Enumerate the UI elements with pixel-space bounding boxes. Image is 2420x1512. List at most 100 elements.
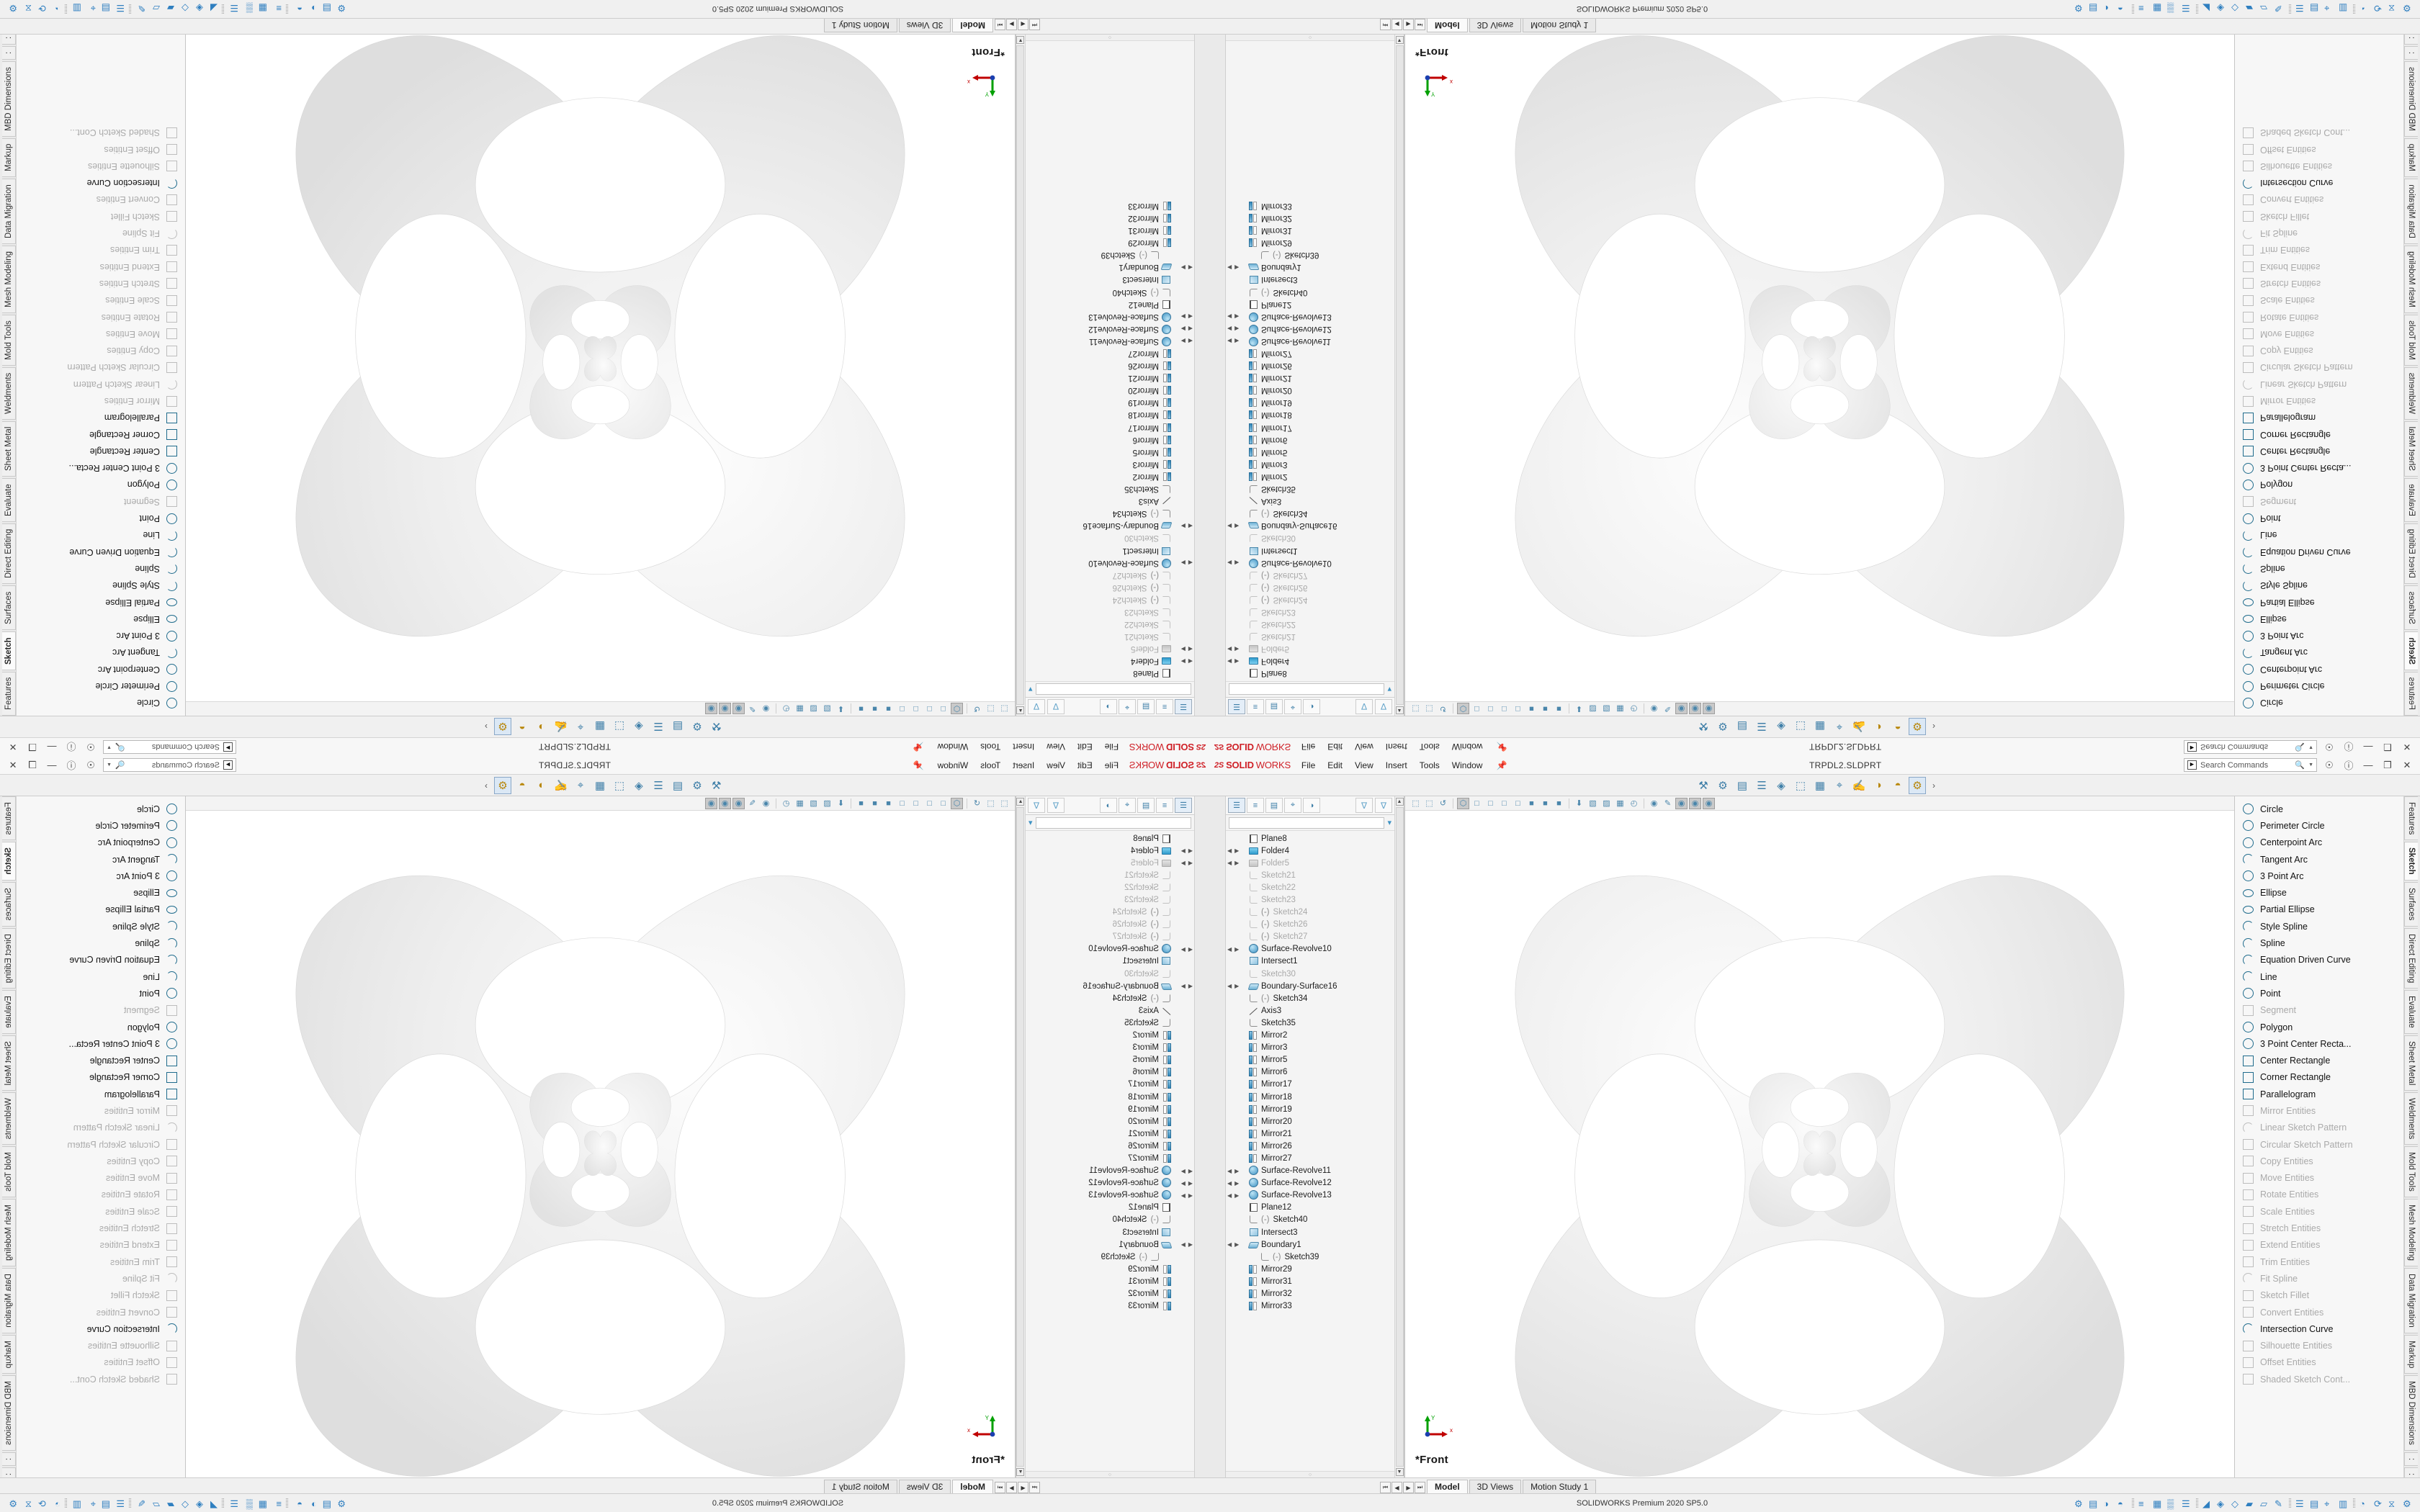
hide-show-2-icon[interactable]: ◉ <box>719 797 731 809</box>
filter-funnel-icon[interactable]: ▾ <box>1387 685 1392 693</box>
tree-item[interactable]: Sketch22 <box>1226 618 1394 631</box>
tree-item[interactable]: ◀ ▶ Surface-Revolve11 <box>1026 335 1194 347</box>
tree-item[interactable]: Mirror27 <box>1226 1152 1394 1164</box>
sketch-tool-item[interactable]: Offset Entities <box>2235 141 2403 158</box>
search-icon[interactable]: 🔍 <box>2295 742 2305 751</box>
sketch-tool-item[interactable]: 3 Point Center Recta... <box>17 1035 185 1052</box>
tree-item[interactable]: ◀ ▶ Boundary1 <box>1226 261 1394 274</box>
scrollbar-thumb[interactable] <box>1395 45 1404 705</box>
options-gear-icon[interactable]: ⚙ <box>1909 718 1926 736</box>
search-input[interactable]: ▶ Search Commands 🔍 ▼ <box>2184 740 2317 754</box>
sketch-tool-item[interactable]: Tangent Arc <box>2235 851 2403 868</box>
options-gear-icon[interactable]: ⚙ <box>494 776 511 794</box>
hide-show-1-icon[interactable]: ◉ <box>1675 703 1688 715</box>
search-input[interactable]: ▶ Search Commands 🔍 ▼ <box>2184 758 2317 772</box>
measure-icon[interactable]: ⌖ <box>90 3 96 14</box>
back-view-icon[interactable]: □ <box>927 704 932 714</box>
hide-show-2-icon[interactable]: ◉ <box>1689 797 1701 809</box>
angle-icon[interactable]: ◢ <box>210 3 218 14</box>
tree-expand-arrows[interactable]: ◀ ▶ <box>1227 945 1240 953</box>
tree-item[interactable]: (-) Sketch40 <box>1226 1214 1394 1226</box>
sketch-tool-item[interactable]: Circular Sketch Pattern <box>2235 359 2403 376</box>
new-document-icon[interactable]: ⚒ <box>1698 779 1708 792</box>
command-tab-markup[interactable]: Markup <box>2 1334 16 1374</box>
hide-show-3-icon[interactable]: ◉ <box>1703 703 1715 715</box>
shaded-icon[interactable]: ■ <box>872 704 877 714</box>
hide-show-items-icon[interactable]: ◉ <box>762 704 770 713</box>
last-icon[interactable]: ⏭ <box>1415 19 1425 30</box>
hide-show-2-icon[interactable]: ◉ <box>1689 703 1701 715</box>
command-tab-sheet-metal[interactable]: Sheet Metal <box>2 1035 16 1092</box>
command-tab--[interactable]: : <box>2404 1452 2418 1467</box>
appearance-icon[interactable]: ◓ <box>1894 721 1901 733</box>
tree-item[interactable]: Mirror27 <box>1026 1152 1194 1164</box>
tree-item[interactable]: Mirror26 <box>1226 1140 1394 1152</box>
tree-item[interactable]: Intersect1 <box>1226 544 1394 557</box>
appearance-1-icon[interactable]: ◈ <box>196 1498 203 1509</box>
tree-item[interactable]: Mirror27 <box>1226 347 1394 359</box>
sketch-tool-item[interactable]: Tangent Arc <box>17 644 185 661</box>
sketch-tool-item[interactable]: 3 Point Arc <box>2235 628 2403 644</box>
sketch-tool-item[interactable]: Offset Entities <box>17 1354 185 1371</box>
units-icon[interactable]: ▥ <box>72 3 81 14</box>
select-icon[interactable]: ⌖ <box>577 779 584 791</box>
section-view-icon[interactable]: ◑ <box>1875 721 1882 733</box>
model-canvas[interactable]: x Y *Front <box>186 811 1015 1477</box>
user-account-icon[interactable]: ☉ <box>86 742 95 753</box>
view-settings-icon[interactable]: ◴ <box>782 799 790 808</box>
sketch-tool-item[interactable]: Spline <box>2235 560 2403 577</box>
print-icon[interactable]: ☰ <box>653 779 663 792</box>
top-view-icon[interactable]: ■ <box>886 798 891 808</box>
property-manager-tab[interactable]: ≡ <box>1156 798 1173 813</box>
tree-item[interactable]: Mirror32 <box>1026 1287 1194 1300</box>
face-2-icon[interactable]: ▱ <box>153 3 160 14</box>
sketch-tool-item[interactable]: Fit Spline <box>17 1270 185 1287</box>
unit-system-icon[interactable]: ≡ <box>2138 1498 2144 1509</box>
section-view-icon[interactable]: ▧ <box>1589 799 1597 808</box>
display-style-icon[interactable]: ▨ <box>810 799 817 808</box>
sketch-tool-item[interactable]: Move Entities <box>2235 1170 2403 1187</box>
tree-item[interactable]: (-) Sketch39 <box>1026 249 1194 261</box>
sketch-tool-item[interactable]: Shaded Sketch Cont... <box>17 1371 185 1387</box>
sketch-tool-item[interactable]: Circle <box>17 801 185 817</box>
tree-expand-arrows[interactable]: ◀ ▶ <box>1180 983 1193 990</box>
shaded-icon[interactable]: ■ <box>1543 798 1548 808</box>
sketch-tool-item[interactable]: Style Spline <box>2235 577 2403 594</box>
save-status-icon[interactable]: ◔ <box>55 3 60 14</box>
options-gear-icon[interactable]: ⚙ <box>1909 776 1926 794</box>
command-tab-data-migration[interactable]: Data Migration <box>2 1268 16 1333</box>
configuration-tab[interactable]: ▤ <box>1265 798 1283 813</box>
tree-item[interactable]: Sketch23 <box>1026 894 1194 906</box>
rebuild-icon[interactable]: ▦ <box>594 720 606 733</box>
appearance-icon[interactable]: ◓ <box>519 721 526 733</box>
tree-item[interactable]: Sketch35 <box>1026 483 1194 495</box>
help-question-icon[interactable]: ⓘ <box>2344 741 2354 752</box>
command-tab-sketch[interactable]: Sketch <box>2 842 16 881</box>
tree-item[interactable]: (-) Sketch39 <box>1226 249 1394 261</box>
history-icon[interactable]: ⧖ <box>24 3 32 14</box>
back-view-icon[interactable]: □ <box>1488 704 1493 714</box>
tree-item[interactable]: ◀ ▶ Boundary1 <box>1226 1238 1394 1251</box>
isometric-view-icon[interactable]: ⬡ <box>951 797 963 809</box>
sketch-tool-item[interactable]: Tangent Arc <box>2235 644 2403 661</box>
appearance-2-icon[interactable]: ◇ <box>182 1498 189 1509</box>
view-settings-icon[interactable]: ◴ <box>1630 704 1638 713</box>
tree-item[interactable]: Mirror21 <box>1226 1128 1394 1140</box>
measure-icon[interactable]: ⌖ <box>90 1498 96 1509</box>
sketch-tool-item[interactable]: Shaded Sketch Cont... <box>17 125 185 141</box>
menu-view[interactable]: View <box>1047 742 1066 752</box>
display-manager-tab[interactable]: ◑ <box>1100 798 1117 813</box>
edit-appearance-icon[interactable]: ✎ <box>748 799 756 808</box>
top-view-icon[interactable]: ■ <box>886 704 891 714</box>
command-tab-mesh-modeling[interactable]: Mesh Modeling <box>2 1199 16 1267</box>
shaded-with-edges-icon[interactable]: ■ <box>1556 704 1561 714</box>
tree-item[interactable]: Intersect3 <box>1026 274 1194 286</box>
isometric-view-icon[interactable]: ⬡ <box>1457 797 1469 809</box>
tree-item[interactable]: (-) Sketch39 <box>1026 1251 1194 1263</box>
hide-show-items-icon[interactable]: ◉ <box>1650 799 1658 808</box>
command-tab-weldments[interactable]: Weldments <box>2 1092 16 1146</box>
command-tab-weldments[interactable]: Weldments <box>2 366 16 420</box>
menu-tools[interactable]: Tools <box>1419 760 1440 770</box>
feature-tree-scrollbar[interactable]: ▲ ▼ <box>1016 796 1026 1477</box>
tree-item[interactable]: Plane8 <box>1226 667 1394 680</box>
